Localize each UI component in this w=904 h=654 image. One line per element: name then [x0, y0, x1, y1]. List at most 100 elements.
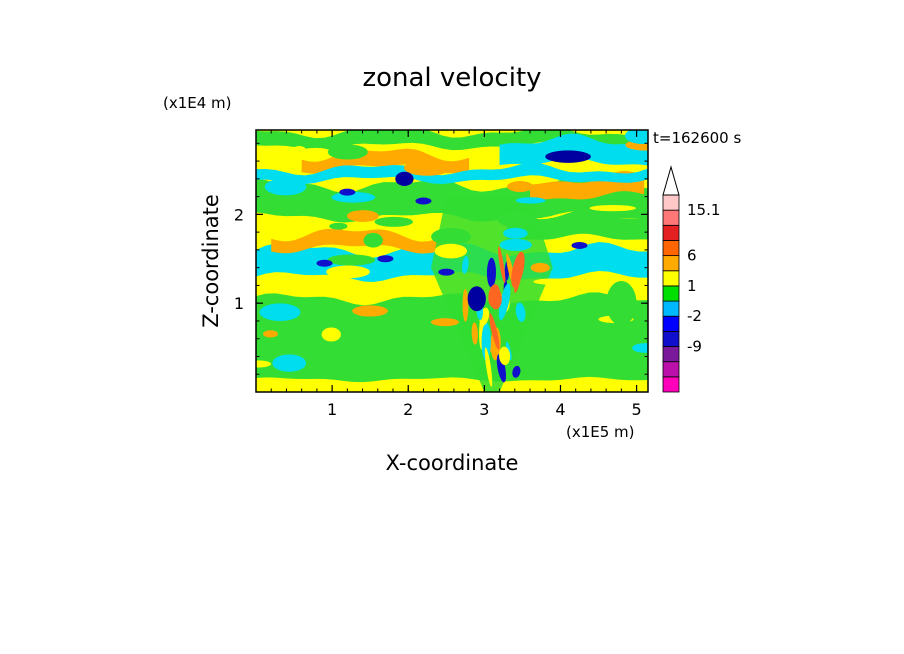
colorbar-swatch — [662, 361, 680, 378]
field-patch — [403, 160, 451, 176]
colorbar-tick-label: -9 — [687, 338, 702, 356]
field-patch — [259, 303, 301, 322]
field-plume-streak — [462, 256, 469, 274]
field-patch — [346, 210, 379, 222]
colorbar-swatch — [662, 209, 680, 226]
field-plume-streak — [462, 289, 469, 322]
time-label: t=162600 s — [653, 129, 741, 147]
field-plume-streak — [484, 347, 493, 387]
field-patch — [589, 204, 636, 212]
y-tick-label: 2 — [234, 205, 244, 224]
x-axis-label: X-coordinate — [386, 451, 519, 475]
field-patch — [329, 222, 348, 230]
field-patch — [326, 265, 370, 279]
field-patch — [434, 243, 468, 259]
y-scale-label: (x1E4 m) — [163, 94, 232, 112]
colorbar-swatch — [662, 315, 680, 332]
field-patch — [632, 343, 648, 353]
colorbar-overflow-arrow — [662, 165, 680, 196]
field-blue-streak — [571, 241, 588, 249]
field-patch — [352, 305, 388, 317]
colorbar-tick-label: 6 — [687, 247, 697, 265]
field-plume-streak — [498, 283, 511, 321]
field-plume-streak — [481, 322, 491, 361]
x-axis: 1 2 3 4 5 — [270, 130, 642, 419]
field-band-cyan — [499, 133, 648, 166]
x-tick-label: 1 — [327, 400, 337, 419]
field-blue-streak — [438, 268, 455, 276]
colorbar-swatch — [662, 224, 680, 241]
field-patch — [503, 227, 528, 239]
colorbar-swatch — [662, 346, 680, 363]
x-tick-label: 3 — [479, 400, 489, 419]
y-axis-label: Z-coordinate — [199, 194, 223, 328]
field-patch — [535, 218, 574, 235]
field-plume-streak — [511, 251, 525, 288]
field-plume-streak — [489, 313, 500, 350]
x-tick-label: 5 — [631, 400, 641, 419]
field-blue-streak — [339, 188, 356, 196]
field-yellow-bottom — [256, 376, 648, 392]
field-blob-dark_blue — [395, 171, 414, 186]
colorbar-swatch — [662, 300, 680, 317]
colorbar-tick-label: 15.1 — [687, 201, 720, 219]
field-patch — [330, 227, 345, 243]
field-blob-green — [606, 280, 637, 326]
field-green-mid — [507, 210, 648, 241]
field-patch — [300, 147, 331, 156]
colorbar-swatch — [662, 270, 680, 287]
colorbar: -9 -2 1 6 15.1 — [662, 165, 720, 393]
field-patch — [272, 354, 307, 372]
contour-field — [256, 130, 648, 392]
field-cyan-upper — [256, 162, 648, 185]
field-blue-streak — [316, 259, 333, 267]
colorbar-swatch — [662, 285, 680, 302]
field-blob-dark_blue — [545, 150, 591, 163]
field-patch — [515, 197, 546, 204]
field-plume-streak — [496, 354, 507, 383]
colorbar-swatch — [662, 330, 680, 347]
x-tick-label: 2 — [403, 400, 413, 419]
x-tick-label: 4 — [555, 400, 565, 419]
field-plume-streak — [515, 302, 526, 322]
colorbar-swatch — [662, 240, 680, 257]
field-patch — [321, 327, 341, 342]
field-blue-streak — [377, 255, 394, 263]
field-patch — [430, 318, 460, 327]
field-patch — [256, 360, 272, 368]
plot-frame — [255, 129, 649, 393]
field-green-top — [256, 130, 648, 151]
y-tick-label: 1 — [234, 294, 244, 313]
field-patch — [530, 262, 550, 273]
field-patch — [533, 278, 573, 285]
field-patch — [624, 130, 648, 145]
field-band-orange — [271, 228, 454, 254]
colorbar-tick-label: -2 — [687, 307, 702, 325]
field-blue-streak — [415, 197, 432, 205]
field-patch — [363, 232, 383, 248]
colorbar-swatch — [662, 376, 680, 393]
chart-title: zonal velocity — [362, 63, 541, 93]
field-plume-streak — [499, 346, 511, 366]
field-plume-streak — [512, 365, 521, 378]
field-patch — [374, 216, 413, 227]
field-green-low — [256, 292, 648, 392]
field-patch — [497, 210, 536, 228]
y-axis: 12 — [234, 142, 648, 375]
field-blob-dark_blue — [467, 286, 486, 312]
x-scale-label: (x1E5 m) — [566, 423, 635, 441]
field-plume-streak — [498, 246, 506, 284]
field-patch — [506, 181, 534, 193]
colorbar-swatch — [662, 194, 680, 211]
colorbar-tick-label: 1 — [687, 277, 697, 295]
field-patch — [264, 178, 307, 196]
field-plume-streak — [471, 322, 478, 345]
field-plume-streak — [486, 257, 496, 288]
field-patch — [584, 348, 628, 365]
field-blob-red_orange — [489, 288, 502, 310]
field-patch — [327, 144, 368, 160]
colorbar-swatch — [662, 255, 680, 272]
field-patch — [499, 238, 532, 251]
field-patch — [431, 227, 471, 246]
